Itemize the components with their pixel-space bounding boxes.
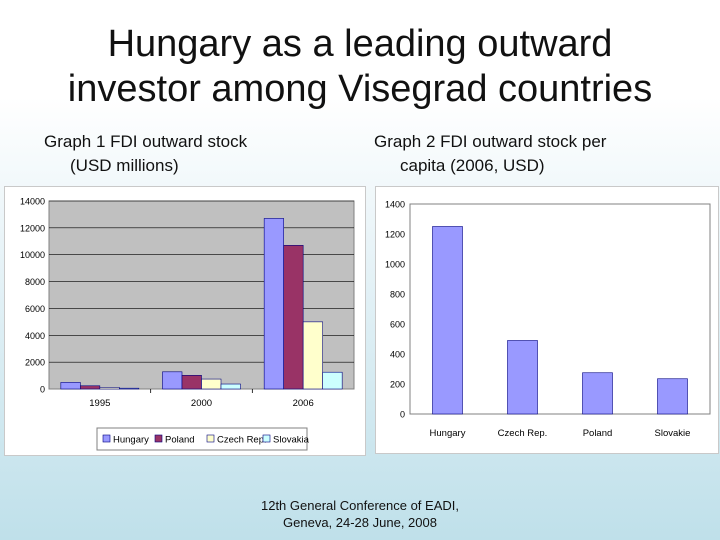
chart1-legend-swatch bbox=[206, 434, 215, 443]
chart1-bar bbox=[201, 378, 222, 390]
chart1-ytick-label: 4000 bbox=[25, 331, 45, 341]
chart2-bar bbox=[657, 378, 688, 415]
chart1-legend-swatch bbox=[102, 434, 111, 443]
chart2-xtick-label: Hungary bbox=[430, 428, 466, 439]
chart1-legend-swatch bbox=[262, 434, 271, 443]
chart1-ytick-label: 10000 bbox=[20, 250, 45, 260]
chart2-caption: Graph 2 FDI outward stock per capita (20… bbox=[374, 130, 606, 178]
chart2-ytick-label: 400 bbox=[390, 350, 405, 360]
chart2-ytick-label: 1400 bbox=[385, 200, 405, 210]
chart1-bar bbox=[162, 371, 183, 390]
chart1-legend-label: Czech Rep. bbox=[217, 435, 267, 446]
footer-line-1: 12th General Conference of EADI, bbox=[260, 498, 459, 513]
chart1-xtick-label: 1995 bbox=[89, 398, 110, 409]
chart1-svg: 0 2000 4000 6000 8000 10000 12000 14000 1995 2000… bbox=[20, 197, 355, 451]
chart1-caption-line2: (USD millions) bbox=[70, 156, 179, 175]
chart1-container: 0 2000 4000 6000 8000 10000 12000 14000 1995 2000… bbox=[4, 186, 366, 456]
chart1-bar bbox=[220, 383, 241, 390]
chart1-ytick-label: 0 bbox=[40, 385, 45, 395]
chart2-container: 0 200 400 600 800 1000 1200 1400 Hungary Czech Re… bbox=[375, 186, 719, 454]
chart1-caption-line1: Graph 1 FDI outward stock bbox=[44, 132, 248, 151]
chart1-legend-label: Hungary bbox=[113, 435, 149, 446]
chart2-ytick-label: 600 bbox=[390, 320, 405, 330]
chart1-bar bbox=[60, 382, 81, 390]
chart1-xtick-label: 2006 bbox=[293, 398, 314, 409]
chart2-ytick-label: 1200 bbox=[385, 230, 405, 240]
slide-title: Hungary as a leading outward investor am… bbox=[0, 22, 720, 112]
chart1-xtick-label: 2000 bbox=[191, 398, 212, 409]
chart2-bar bbox=[432, 226, 463, 415]
chart1-bar bbox=[302, 321, 323, 390]
title-line-1: Hungary as a leading outward bbox=[107, 23, 613, 65]
chart1-ytick-label: 6000 bbox=[25, 304, 45, 314]
chart1-bar bbox=[283, 245, 304, 390]
chart2-bar bbox=[582, 372, 613, 415]
chart2-caption-line2: capita (2006, USD) bbox=[400, 156, 545, 175]
chart1-bar bbox=[99, 387, 120, 390]
chart1-bar bbox=[263, 218, 284, 390]
chart2-bar bbox=[507, 340, 538, 415]
chart1-bar bbox=[181, 375, 202, 390]
chart2-caption-line1: Graph 2 FDI outward stock per bbox=[374, 132, 607, 151]
chart1-ytick-label: 14000 bbox=[20, 197, 45, 207]
chart2-ytick-label: 0 bbox=[400, 410, 405, 420]
chart1-legend bbox=[96, 427, 308, 451]
chart1-ytick-label: 8000 bbox=[25, 277, 45, 287]
chart2-svg: 0 200 400 600 800 1000 1200 1400 Hungary Czech Re… bbox=[385, 200, 711, 439]
chart1-legend-swatch bbox=[154, 434, 163, 443]
chart1-bar bbox=[119, 387, 140, 390]
chart1-ytick-label: 12000 bbox=[20, 223, 45, 233]
chart1-caption: Graph 1 FDI outward stock (USD millions) bbox=[44, 130, 247, 178]
chart2-xtick-label: Slovakie bbox=[655, 428, 691, 439]
chart1-legend-label: Poland bbox=[165, 435, 195, 446]
chart2-ytick-label: 1000 bbox=[385, 260, 405, 270]
chart2-xtick-label: Poland bbox=[583, 428, 613, 439]
chart1-bar bbox=[322, 371, 343, 390]
footer-line-2: Geneva, 24-28 June, 2008 bbox=[283, 515, 437, 530]
chart1-legend-label: Slovakia bbox=[273, 435, 310, 446]
chart2-ytick-label: 200 bbox=[390, 380, 405, 390]
chart2-ytick-label: 800 bbox=[390, 290, 405, 300]
title-line-2: investor among Visegrad countries bbox=[67, 68, 653, 110]
chart1-bar bbox=[80, 385, 101, 390]
chart1-ytick-label: 2000 bbox=[25, 358, 45, 368]
chart2-xtick-label: Czech Rep. bbox=[498, 428, 548, 439]
